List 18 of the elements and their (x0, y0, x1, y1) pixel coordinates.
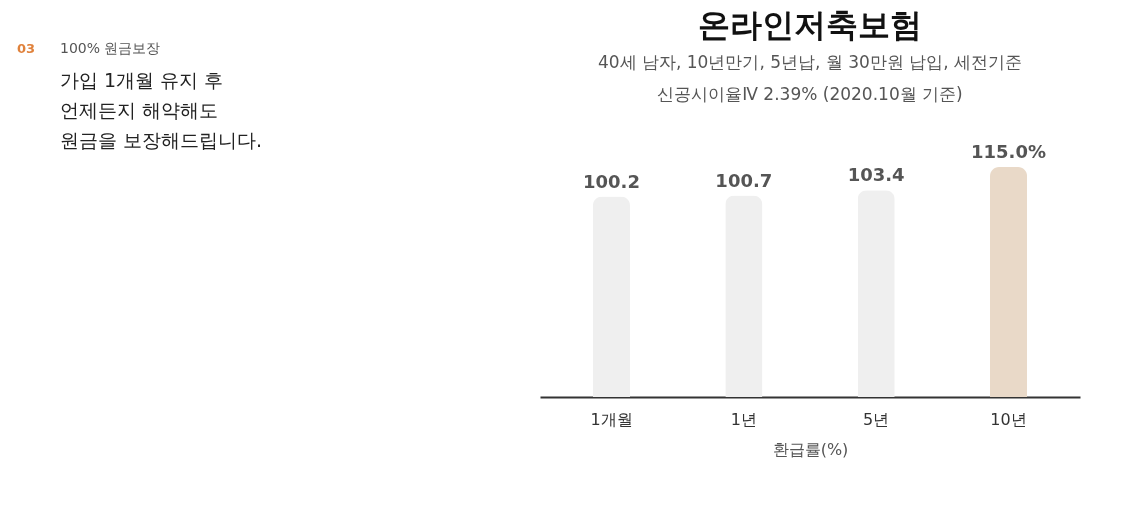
bar (990, 167, 1028, 397)
x-axis-title: 환급률(%) (772, 439, 849, 459)
x-tick-label: 1년 (730, 409, 757, 429)
text: 03 (16, 41, 36, 56)
x-tick-label: 5년 (863, 409, 890, 429)
bar (725, 195, 763, 397)
data-label: 100.7 (715, 169, 773, 191)
text: 가입 1개월 유지 후 언제든지 해약해도 원금을 보장해드립니다. (60, 69, 263, 151)
x-tick-label: 10년 (990, 409, 1027, 429)
chart-subtitle: 40세 남자, 10년만기, 5년납, 월 30만원 납입, 세전기준 신공시이율Ⅳ 2.39% (2020.10월 기준) (597, 52, 1023, 104)
data-label: 100.2 (583, 170, 640, 192)
chart-title: 온라인저축보험 (698, 6, 922, 44)
bar (857, 190, 895, 397)
x-tick-label: 1개월 (590, 409, 633, 429)
data-label: 103.4 (847, 164, 905, 186)
text: 100% 원금보장 (60, 40, 161, 56)
data-label: 115.0% (971, 141, 1047, 162)
bar (592, 196, 630, 397)
